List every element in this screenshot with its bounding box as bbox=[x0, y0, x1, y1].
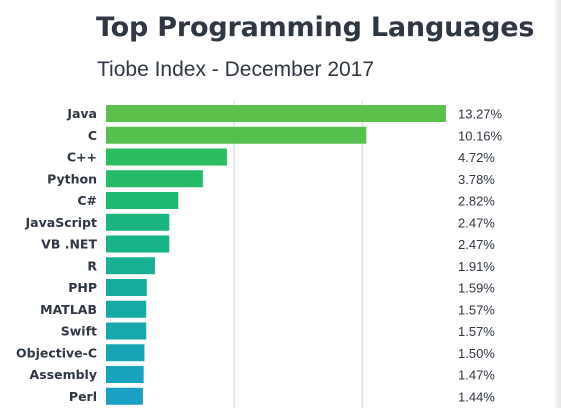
bar-r bbox=[106, 257, 155, 275]
category-label: VB .NET bbox=[41, 237, 97, 252]
value-label: 2.47% bbox=[458, 237, 495, 252]
value-label: 10.16% bbox=[458, 128, 503, 143]
category-label: Objective-C bbox=[16, 345, 97, 360]
bar-c bbox=[106, 148, 227, 166]
bars bbox=[106, 105, 446, 405]
value-label: 2.82% bbox=[458, 194, 495, 209]
value-label: 2.47% bbox=[458, 215, 495, 230]
value-label: 1.44% bbox=[458, 389, 495, 404]
bar-javascript bbox=[106, 213, 170, 231]
bar-perl bbox=[106, 387, 143, 405]
value-label: 4.72% bbox=[458, 150, 495, 165]
category-label: C++ bbox=[67, 150, 97, 165]
chart-title: Top Programming Languages bbox=[96, 12, 535, 43]
category-label: C# bbox=[77, 193, 97, 208]
category-label: MATLAB bbox=[40, 302, 97, 317]
category-label: Python bbox=[47, 171, 97, 186]
chart-subtitle: Tiobe Index - December 2017 bbox=[97, 58, 375, 81]
category-label: Java bbox=[66, 106, 97, 121]
value-label: 1.50% bbox=[458, 346, 495, 361]
value-label: 1.59% bbox=[458, 281, 495, 296]
category-label: Assembly bbox=[30, 367, 97, 382]
value-label: 3.78% bbox=[458, 172, 495, 187]
frame-edge bbox=[553, 0, 561, 408]
value-label: 1.91% bbox=[458, 259, 495, 274]
bar-assembly bbox=[106, 366, 144, 383]
value-label: 1.57% bbox=[458, 324, 495, 339]
grid-lines bbox=[233, 101, 363, 408]
category-label: Swift bbox=[61, 324, 97, 339]
bar-java bbox=[106, 105, 446, 122]
bar-matlab bbox=[106, 300, 147, 318]
bar-swift bbox=[106, 322, 147, 340]
bar-objective-c bbox=[106, 344, 145, 362]
value-label: 13.27% bbox=[458, 107, 503, 122]
category-label: PHP bbox=[68, 280, 97, 295]
bar-php bbox=[106, 279, 147, 296]
category-label: R bbox=[87, 258, 97, 273]
category-label: Perl bbox=[69, 389, 97, 404]
bar-python bbox=[106, 170, 203, 188]
bar-c bbox=[106, 192, 179, 209]
value-label: 1.57% bbox=[458, 302, 495, 317]
value-label: 1.47% bbox=[458, 368, 495, 383]
value-labels: 13.27% 10.16% 4.72% 3.78% 2.82% 2.47% 2.47% 1.9… bbox=[458, 107, 503, 405]
category-labels: Java C C++ Python C# JavaScript VB .NET R PHP MAT… bbox=[16, 106, 97, 404]
bar-c bbox=[106, 126, 367, 144]
category-label: JavaScript bbox=[25, 215, 97, 230]
category-label: C bbox=[88, 128, 97, 143]
bar-vb-net bbox=[106, 235, 170, 253]
